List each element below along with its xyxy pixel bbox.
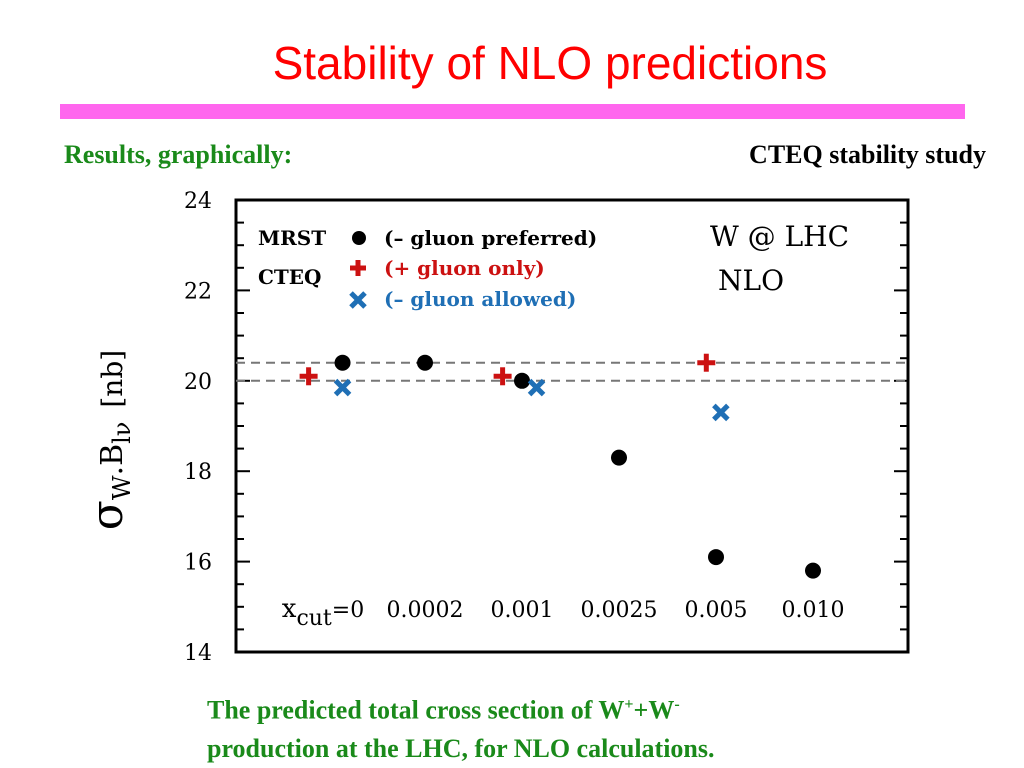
title-rule	[60, 104, 965, 119]
point-cteq-plus	[697, 353, 716, 372]
y-tick-label: 20	[184, 370, 212, 395]
x-category-label: xcut=0	[282, 594, 364, 631]
annotation-line1: W @ LHC	[710, 220, 849, 253]
subtitle-left: Results, graphically:	[64, 140, 293, 169]
y-tick-label: 24	[184, 189, 212, 214]
y-label-sigma: σ	[82, 500, 133, 530]
point-cteq-plus	[299, 367, 318, 386]
legend-group-cteq: CTEQ	[258, 265, 321, 289]
y-tick-label: 18	[184, 460, 212, 485]
y-label-mid: .B	[95, 444, 130, 476]
y-tick-label: 22	[184, 279, 212, 304]
tick-marks	[236, 199, 908, 653]
caption-line2: production at the LHC, for NLO calculati…	[207, 733, 715, 763]
caption-line1-b: +W	[633, 695, 675, 725]
y-tick-labels: 14 16 18 20 22 24	[184, 189, 212, 666]
legend-marker-circle	[352, 231, 366, 245]
x-cut-prefix: x	[282, 594, 297, 624]
legend: MRST CTEQ (– gluon preferred) (+ gluon o…	[258, 226, 597, 311]
plot-frame	[234, 198, 910, 654]
point-cteq-cross	[527, 378, 546, 397]
point-mrst	[805, 562, 821, 579]
point-mrst	[708, 549, 724, 566]
y-axis-label: σW.Blν [nb]	[82, 350, 136, 530]
y-label-sub-w: W	[108, 475, 136, 500]
x-category-label: 0.0002	[387, 598, 464, 623]
x-category-label: 0.005	[685, 598, 748, 623]
caption: The predicted total cross section of W++…	[207, 686, 927, 768]
x-category-label: 0.010	[782, 598, 845, 623]
point-mrst	[334, 354, 351, 371]
legend-group-mrst: MRST	[258, 226, 326, 250]
point-mrst	[611, 449, 627, 466]
subtitle-right: CTEQ stability study	[749, 140, 986, 169]
point-mrst	[417, 354, 433, 371]
x-category-label: 0.0025	[581, 598, 658, 623]
slide-title: Stability of NLO predictions	[272, 37, 828, 89]
legend-marker-plus	[350, 260, 366, 276]
caption-line1-a: The predicted total cross section of W	[207, 695, 625, 725]
point-mrst	[514, 372, 530, 389]
x-category-labels: xcut=0 0.0002 0.001 0.0025 0.005 0.010	[282, 594, 845, 631]
y-label-unit: [nb]	[96, 350, 129, 408]
x-cut-value: =0	[332, 598, 364, 623]
legend-marker-cross	[349, 291, 367, 309]
y-tick-label: 16	[184, 551, 212, 576]
caption-sup-plus: +	[624, 696, 634, 713]
caption-sup-minus: -	[674, 696, 680, 713]
legend-label-cteq-plus: (+ gluon only)	[384, 256, 545, 280]
data-points	[299, 353, 821, 579]
annotation-line2: NLO	[718, 264, 784, 297]
legend-label-cteq-minus: (– gluon allowed)	[384, 287, 576, 311]
y-label-sub-lv: lν	[108, 422, 136, 444]
point-cteq-cross	[712, 403, 730, 422]
point-cteq-plus	[493, 367, 512, 386]
y-tick-label: 14	[184, 641, 212, 666]
x-cut-sub: cut	[296, 606, 331, 631]
x-category-label: 0.001	[491, 598, 554, 623]
legend-label-mrst: (– gluon preferred)	[384, 226, 597, 250]
point-cteq-cross	[333, 378, 352, 397]
